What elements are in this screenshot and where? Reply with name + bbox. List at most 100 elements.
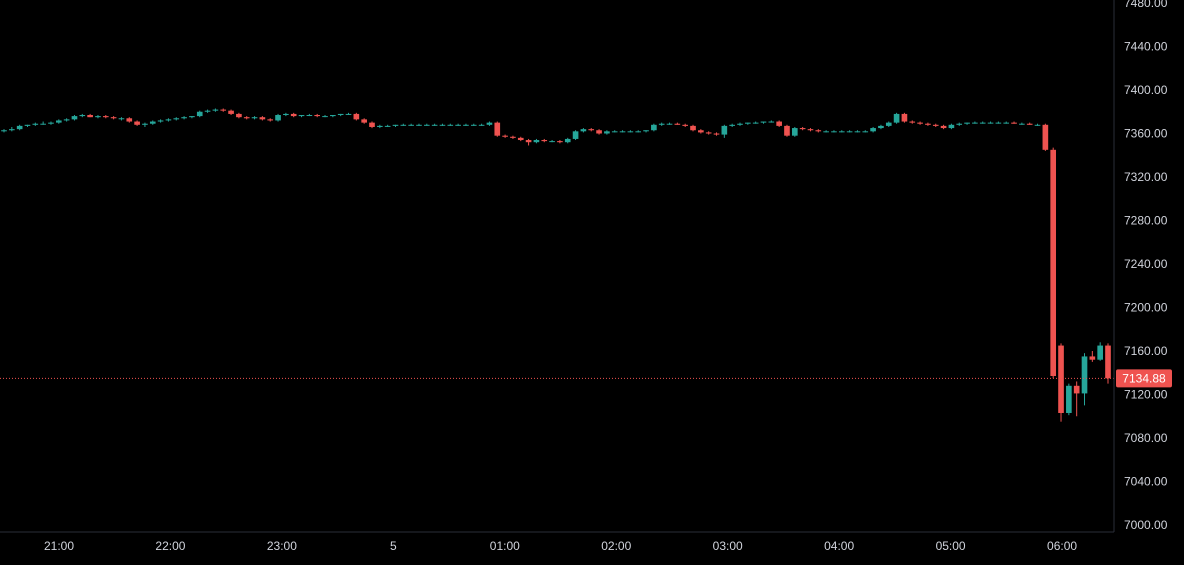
candle[interactable]: [204, 109, 211, 113]
candle[interactable]: [63, 118, 70, 122]
candle[interactable]: [353, 112, 360, 121]
candle[interactable]: [533, 138, 540, 144]
candle[interactable]: [517, 136, 524, 142]
candle[interactable]: [690, 124, 696, 132]
candle[interactable]: [525, 138, 532, 146]
candle[interactable]: [995, 121, 1002, 124]
candle[interactable]: [275, 113, 281, 122]
candle[interactable]: [447, 123, 454, 126]
candle[interactable]: [9, 126, 15, 132]
candle[interactable]: [400, 123, 407, 126]
candle[interactable]: [196, 110, 203, 118]
candle[interactable]: [455, 123, 461, 126]
candle[interactable]: [306, 113, 313, 117]
candle[interactable]: [807, 128, 814, 132]
candle[interactable]: [956, 122, 963, 126]
candle[interactable]: [729, 123, 735, 127]
candle[interactable]: [705, 131, 712, 135]
candle[interactable]: [878, 124, 884, 130]
candle[interactable]: [964, 122, 970, 125]
candle[interactable]: [549, 140, 555, 143]
candle[interactable]: [337, 113, 344, 117]
candle[interactable]: [885, 121, 892, 127]
candle[interactable]: [1042, 123, 1049, 151]
candle[interactable]: [666, 122, 673, 125]
candle[interactable]: [298, 115, 305, 118]
candle[interactable]: [377, 124, 383, 129]
candle[interactable]: [1081, 353, 1088, 406]
candle[interactable]: [776, 120, 782, 127]
candle[interactable]: [463, 123, 469, 126]
candle[interactable]: [1089, 351, 1096, 362]
candle[interactable]: [369, 121, 375, 129]
candle[interactable]: [541, 138, 548, 143]
time-axis[interactable]: 21:00 22:00 23:00 5 01:00 02:00 03:00 04:00 05:0…: [44, 539, 1077, 553]
candle[interactable]: [322, 115, 328, 118]
candle[interactable]: [987, 121, 994, 124]
candle[interactable]: [16, 124, 23, 131]
candle[interactable]: [1003, 121, 1010, 124]
candle[interactable]: [384, 124, 391, 127]
candle[interactable]: [478, 123, 485, 126]
candle[interactable]: [674, 122, 681, 125]
candle[interactable]: [752, 121, 759, 124]
candle[interactable]: [330, 115, 336, 118]
candle[interactable]: [1011, 121, 1017, 124]
candle[interactable]: [314, 113, 321, 118]
candle[interactable]: [682, 123, 689, 127]
candle[interactable]: [596, 129, 602, 135]
candle[interactable]: [502, 134, 508, 138]
candle[interactable]: [1050, 147, 1057, 379]
candle[interactable]: [737, 122, 743, 126]
candle[interactable]: [345, 112, 352, 116]
candle[interactable]: [909, 120, 916, 124]
candle[interactable]: [1066, 383, 1072, 416]
candle[interactable]: [494, 121, 501, 137]
candle[interactable]: [979, 121, 986, 124]
candle[interactable]: [1097, 342, 1103, 361]
candle[interactable]: [619, 130, 626, 133]
candle[interactable]: [110, 116, 117, 120]
candle[interactable]: [157, 119, 164, 123]
candle[interactable]: [831, 130, 837, 133]
candle[interactable]: [564, 137, 571, 144]
candle[interactable]: [118, 117, 125, 121]
candle[interactable]: [251, 116, 258, 120]
candle[interactable]: [510, 135, 516, 139]
candle[interactable]: [784, 124, 790, 137]
candle[interactable]: [95, 115, 101, 119]
candle[interactable]: [721, 124, 728, 138]
candle[interactable]: [862, 130, 869, 133]
candle[interactable]: [134, 120, 140, 126]
candle[interactable]: [87, 113, 93, 118]
candle[interactable]: [220, 108, 227, 112]
candle[interactable]: [901, 112, 908, 123]
candle[interactable]: [651, 123, 657, 132]
candle[interactable]: [149, 120, 156, 125]
candle[interactable]: [580, 128, 587, 133]
candle[interactable]: [243, 116, 250, 120]
candle[interactable]: [259, 116, 266, 121]
candle[interactable]: [940, 124, 947, 130]
candle[interactable]: [142, 122, 148, 127]
candle[interactable]: [1026, 122, 1033, 125]
candle[interactable]: [423, 123, 430, 126]
candle[interactable]: [48, 121, 54, 125]
candle[interactable]: [588, 128, 595, 132]
candle[interactable]: [126, 117, 133, 123]
candle[interactable]: [658, 122, 665, 126]
candle[interactable]: [392, 124, 399, 127]
candle[interactable]: [416, 123, 422, 126]
candle[interactable]: [768, 120, 775, 123]
candle[interactable]: [212, 108, 219, 112]
candle[interactable]: [815, 129, 822, 133]
candle[interactable]: [870, 126, 876, 133]
candle[interactable]: [71, 115, 78, 121]
candle[interactable]: [572, 130, 579, 141]
candle[interactable]: [173, 117, 180, 121]
candle[interactable]: [823, 130, 829, 133]
candle[interactable]: [439, 123, 446, 126]
candle[interactable]: [40, 121, 46, 125]
candle[interactable]: [290, 112, 297, 118]
